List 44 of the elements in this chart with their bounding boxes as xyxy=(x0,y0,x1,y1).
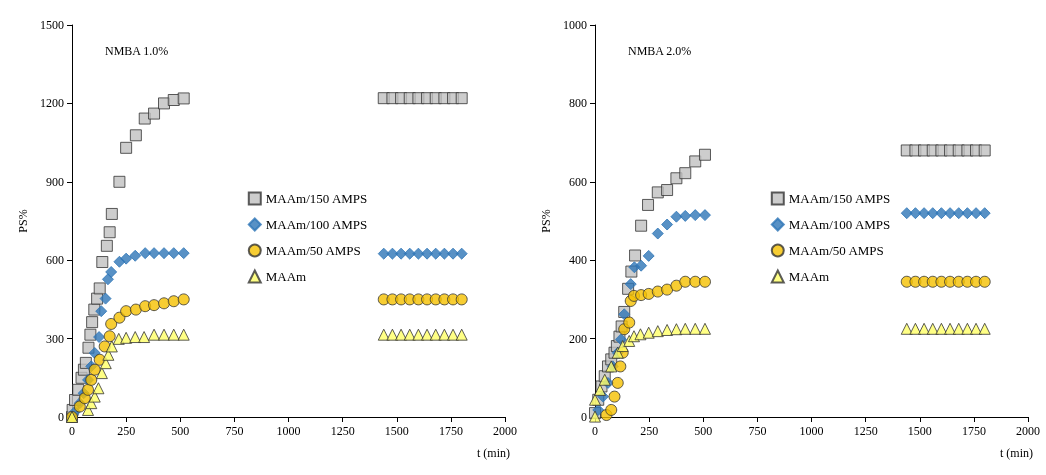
x-tick-label: 0 xyxy=(69,424,75,438)
x-tick-label: 250 xyxy=(640,424,659,438)
y-tick-label: 1200 xyxy=(40,96,64,111)
x-axis-title: t (min) xyxy=(477,446,510,460)
x-tick-label: 750 xyxy=(748,424,767,438)
y-axis-title: PS% xyxy=(539,209,554,233)
x-tick-label: 1250 xyxy=(853,424,878,438)
annotation: NMBA 2.0% xyxy=(628,44,692,58)
x-tick-label: 1500 xyxy=(907,424,932,438)
x-tick-label: 2000 xyxy=(493,424,517,438)
y-axis-title: PS% xyxy=(16,209,31,233)
x-tick-label: 1750 xyxy=(961,424,986,438)
y-tick-label: 1000 xyxy=(563,18,587,32)
y-tick-label: 600 xyxy=(569,174,587,189)
y-tick-label: 800 xyxy=(569,96,587,111)
y-tick-label: 300 xyxy=(46,331,64,346)
legend-label: MAAm xyxy=(265,269,307,284)
x-tick-label: 1000 xyxy=(799,424,824,438)
y-tick-label: 600 xyxy=(46,253,64,268)
x-tick-label: 1250 xyxy=(330,424,355,438)
legend-label: MAAm/50 AMPS xyxy=(788,243,884,258)
x-tick-label: 250 xyxy=(117,424,136,438)
x-tick-label: 1000 xyxy=(276,424,301,438)
x-tick-label: 2000 xyxy=(1016,424,1040,438)
legend-label: MAAm/50 AMPS xyxy=(265,243,361,258)
x-tick-label: 500 xyxy=(171,424,190,438)
x-tick-label: 1750 xyxy=(438,424,463,438)
x-axis-title: t (min) xyxy=(1000,446,1033,460)
y-tick-label: 0 xyxy=(58,410,64,424)
legend-label: MAAm xyxy=(788,269,830,284)
y-tick-label: 900 xyxy=(46,174,64,189)
x-tick-label: 750 xyxy=(225,424,244,438)
x-tick-label: 1500 xyxy=(384,424,409,438)
y-tick-label: 1500 xyxy=(40,18,64,32)
x-tick-label: 500 xyxy=(694,424,713,438)
annotation: NMBA 1.0% xyxy=(105,44,169,58)
legend-label: MAAm/100 AMPS xyxy=(265,217,368,232)
y-tick-label: 0 xyxy=(581,410,587,424)
y-tick-label: 400 xyxy=(569,253,587,268)
legend-label: MAAm/150 AMPS xyxy=(788,191,891,206)
legend-label: MAAm/100 AMPS xyxy=(788,217,891,232)
legend-label: MAAm/150 AMPS xyxy=(265,191,368,206)
x-tick-label: 0 xyxy=(592,424,598,438)
y-tick-label: 200 xyxy=(569,331,587,346)
